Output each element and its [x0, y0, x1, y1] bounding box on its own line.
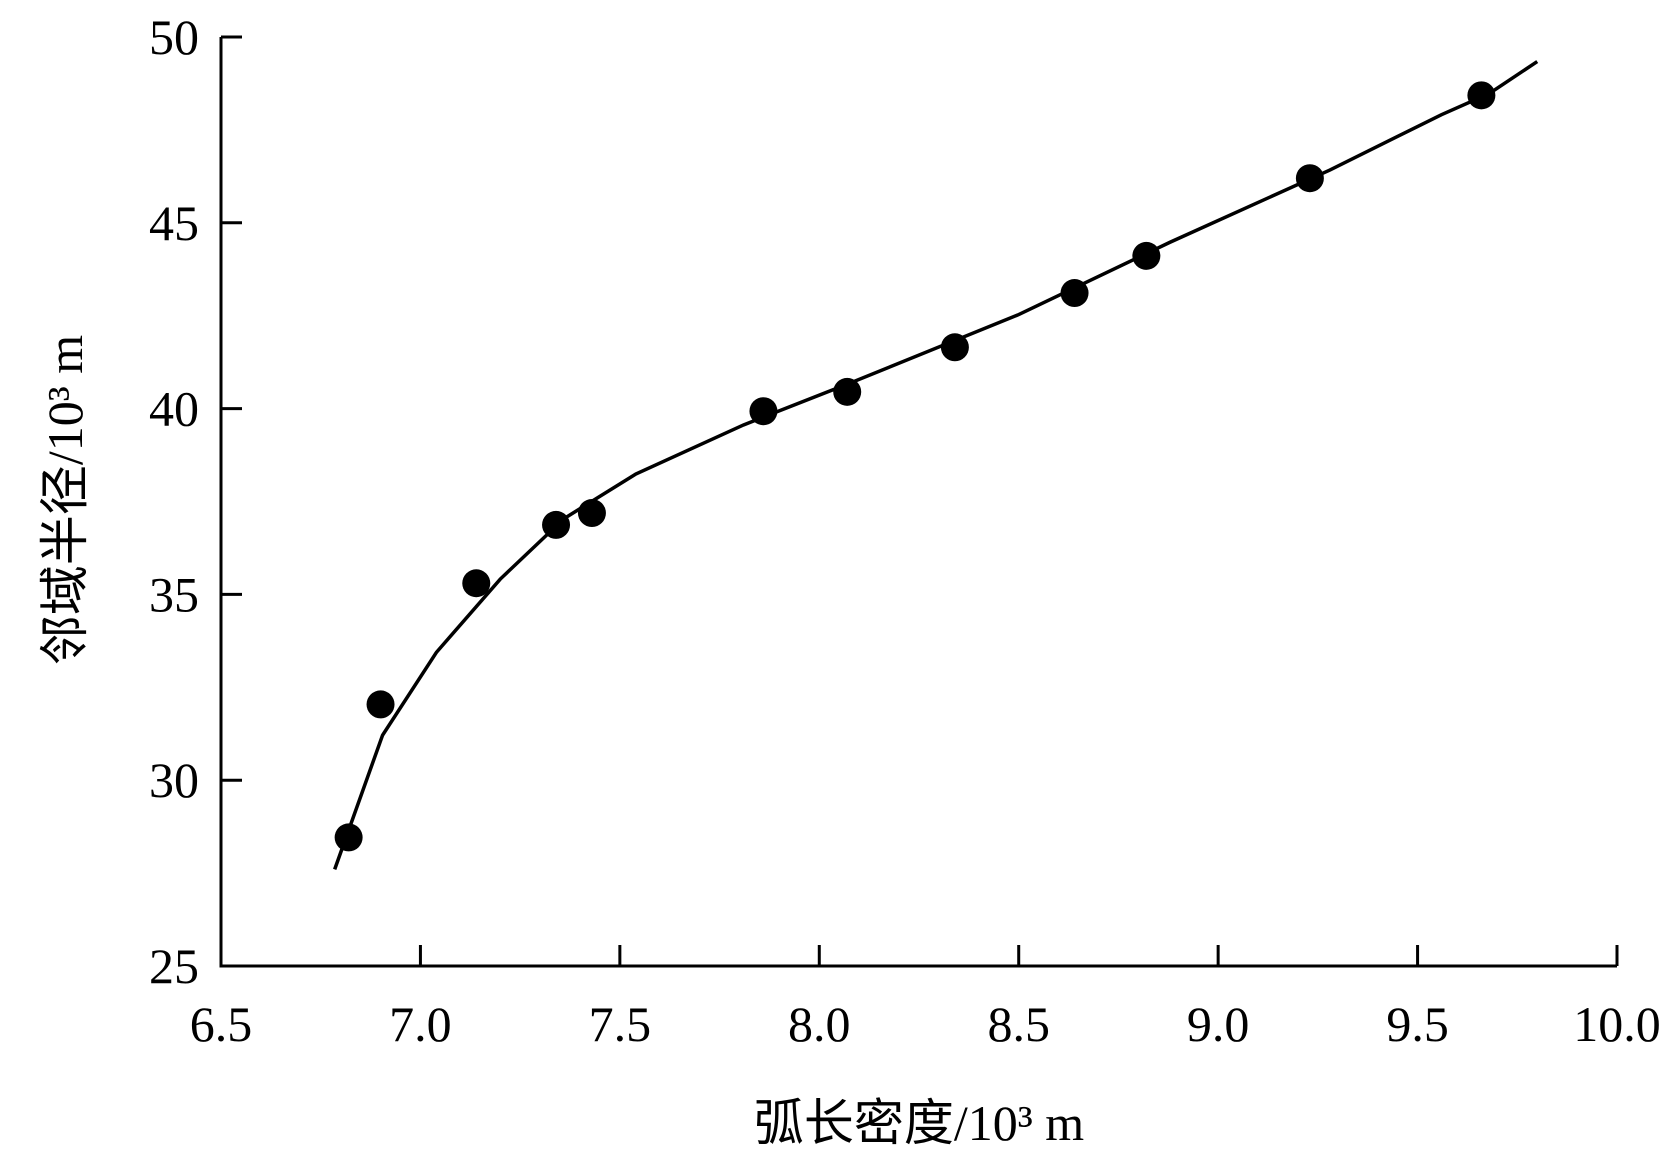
x-tick-label: 8.0 — [788, 996, 851, 1052]
data-point — [462, 569, 491, 598]
x-tick-label: 10.0 — [1573, 996, 1661, 1052]
x-tick-label: 8.5 — [987, 996, 1050, 1052]
y-tick-label: 45 — [149, 195, 199, 251]
y-tick-label: 50 — [149, 9, 199, 65]
y-axis-label: 邻域半径/10³ m — [37, 335, 93, 665]
data-point — [366, 690, 395, 719]
x-tick-label: 9.0 — [1187, 996, 1250, 1052]
data-point — [1132, 241, 1161, 270]
data-point — [833, 377, 862, 406]
x-tick-label: 6.5 — [190, 996, 253, 1052]
data-point — [334, 823, 363, 852]
y-tick-label: 40 — [149, 381, 199, 437]
x-tick-label: 9.5 — [1386, 996, 1449, 1052]
x-tick-label: 7.5 — [589, 996, 652, 1052]
x-tick-label: 7.0 — [389, 996, 452, 1052]
y-tick-label: 30 — [149, 752, 199, 808]
y-tick-label: 35 — [149, 566, 199, 622]
y-tick-label: 25 — [149, 938, 199, 994]
x-axis-label: 弧长密度/10³ m — [754, 1095, 1084, 1151]
fit-line — [333, 60, 1539, 870]
data-point — [940, 333, 969, 362]
